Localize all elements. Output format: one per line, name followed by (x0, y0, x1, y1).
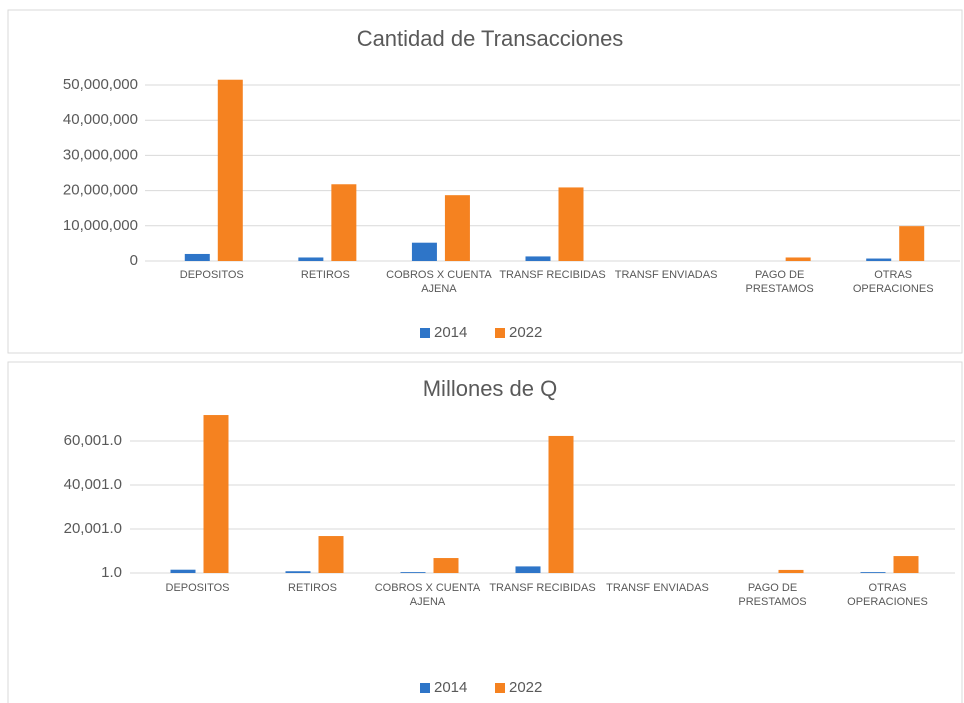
x-tick-label: OTRAS OPERACIONES (852, 269, 934, 295)
legend-swatch (495, 328, 505, 338)
bar (318, 536, 344, 573)
y-tick-label: 0 (130, 252, 138, 269)
bar (433, 558, 459, 573)
bar (298, 257, 324, 261)
bar (217, 79, 243, 261)
bar (184, 253, 210, 261)
chart-title: Millones de Q (423, 376, 558, 401)
bar (515, 566, 541, 573)
bar (411, 242, 437, 261)
bar (860, 572, 886, 573)
x-tick-label: OTRAS OPERACIONES (847, 582, 928, 608)
bar (525, 256, 551, 261)
bar (203, 415, 229, 573)
y-tick-label: 30,000,000 (63, 146, 138, 163)
x-tick-label: TRANSF RECIBIDAS (489, 582, 596, 594)
chart-frame (7, 361, 963, 703)
bar (866, 258, 892, 261)
bar (899, 226, 925, 261)
y-tick-label: 50,000,000 (63, 76, 138, 93)
legend-label: 2014 (434, 324, 467, 341)
y-tick-label: 10,000,000 (63, 217, 138, 234)
x-tick-label: RETIROS (288, 582, 337, 594)
x-tick-label: COBROS X CUENTA AJENA (374, 582, 481, 608)
legend-swatch (420, 328, 430, 338)
y-tick-label: 1.0 (101, 564, 122, 581)
chart-frame (7, 9, 963, 354)
legend-label: 2022 (509, 679, 542, 696)
y-tick-label: 40,000,000 (63, 111, 138, 128)
bar (778, 569, 804, 573)
legend-swatch (420, 683, 430, 693)
legend-label: 2022 (509, 324, 542, 341)
legend-label: 2014 (434, 679, 467, 696)
x-tick-label: PAGO DE PRESTAMOS (745, 269, 814, 295)
y-tick-label: 20,000,000 (63, 182, 138, 199)
bar (548, 435, 574, 573)
x-tick-label: TRANSF ENVIADAS (614, 269, 718, 281)
x-tick-label: DEPOSITOS (179, 269, 244, 281)
bar (558, 187, 584, 261)
x-tick-label: TRANSF RECIBIDAS (499, 269, 606, 281)
bar (893, 556, 919, 573)
bar (444, 195, 470, 261)
x-tick-label: PAGO DE PRESTAMOS (738, 582, 807, 608)
y-tick-label: 60,001.0 (64, 432, 122, 449)
bar (285, 571, 311, 573)
x-tick-label: TRANSF ENVIADAS (606, 582, 709, 594)
bar (785, 257, 811, 261)
x-tick-label: RETIROS (300, 269, 350, 281)
bar (331, 184, 357, 261)
bar (400, 572, 426, 573)
legend-swatch (495, 683, 505, 693)
y-tick-label: 20,001.0 (64, 520, 122, 537)
chart-title: Cantidad de Transacciones (357, 26, 624, 51)
bar (170, 569, 196, 573)
y-tick-label: 40,001.0 (64, 476, 122, 493)
x-tick-label: DEPOSITOS (165, 582, 230, 594)
x-tick-label: COBROS X CUENTA AJENA (386, 269, 492, 295)
